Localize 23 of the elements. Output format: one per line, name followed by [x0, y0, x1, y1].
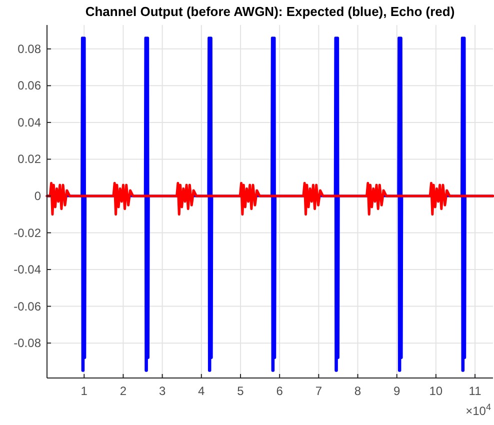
text: ×10$^{4}$	[466, 402, 491, 418]
y-tick-label: -0.08	[14, 336, 42, 350]
x-tick-label: 10	[429, 384, 443, 398]
y-tick-label: -0.04	[14, 262, 42, 277]
y-tick-label: -0.02	[14, 226, 42, 240]
x-tick-label: 7	[315, 384, 322, 398]
y-tick-label: 0.06	[18, 78, 42, 93]
y-tick-label: 0.08	[18, 42, 42, 56]
x-tick-label: 9	[394, 384, 400, 398]
line-series	[46, 182, 494, 216]
x-tick-label: 5	[237, 384, 244, 398]
y-tick-label: 0.04	[18, 115, 42, 130]
x-tick-label: 6	[276, 384, 284, 398]
x-tick-label: 11	[468, 384, 482, 398]
x-tick-label: 3	[158, 384, 166, 398]
y-tick-label: 0.02	[18, 152, 42, 166]
x-tick-label: 4	[198, 384, 206, 398]
chart-title: Channel Output (before AWGN): Expected (blue), Echo (red)	[85, 4, 455, 19]
x-tick-label: 2	[120, 384, 127, 398]
y-tick-label: -0.06	[14, 299, 42, 314]
x-tick-label: 1	[80, 384, 88, 398]
y-tick-label: 0	[34, 188, 42, 203]
x-tick-label: 8	[354, 384, 362, 398]
